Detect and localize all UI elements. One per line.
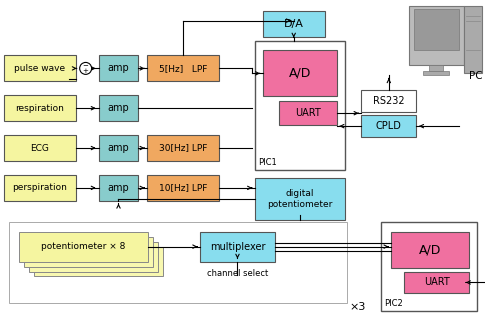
Text: amp: amp <box>107 143 129 153</box>
Circle shape <box>80 63 92 74</box>
Bar <box>99 135 139 161</box>
Bar <box>147 135 219 161</box>
Bar <box>362 90 416 112</box>
Bar <box>263 50 336 96</box>
Bar <box>147 56 219 81</box>
Text: respiration: respiration <box>16 104 64 113</box>
Bar <box>391 232 469 268</box>
Bar <box>464 6 482 73</box>
Bar <box>409 6 464 65</box>
Bar <box>147 175 219 201</box>
Bar <box>4 135 76 161</box>
Text: PC: PC <box>469 71 483 81</box>
Bar <box>14 227 343 303</box>
Text: amp: amp <box>107 63 129 73</box>
Text: pulse wave: pulse wave <box>14 64 66 73</box>
Bar <box>200 232 275 262</box>
Text: perspiration: perspiration <box>13 183 67 192</box>
Text: ECG: ECG <box>31 144 49 152</box>
Bar <box>404 271 469 293</box>
Text: 30[Hz] LPF: 30[Hz] LPF <box>159 144 208 152</box>
Bar <box>414 9 459 50</box>
Text: D/A: D/A <box>284 19 304 29</box>
Text: UART: UART <box>424 278 450 287</box>
Text: ×3: ×3 <box>349 302 366 312</box>
Bar <box>29 241 158 271</box>
Bar <box>34 247 163 277</box>
Text: multiplexer: multiplexer <box>210 241 265 252</box>
Text: amp: amp <box>107 183 129 193</box>
Bar <box>99 56 139 81</box>
Text: PIC1: PIC1 <box>258 158 277 167</box>
Text: +: + <box>83 68 88 74</box>
Bar <box>362 115 416 137</box>
Bar <box>19 232 148 262</box>
Text: 5[Hz]   LPF: 5[Hz] LPF <box>159 64 208 73</box>
Text: UART: UART <box>295 108 321 118</box>
Bar <box>263 11 325 37</box>
Bar <box>4 95 76 121</box>
Bar <box>382 222 477 311</box>
Bar <box>99 175 139 201</box>
Text: RS232: RS232 <box>373 96 405 106</box>
Text: PIC2: PIC2 <box>384 299 403 308</box>
Text: 10[Hz] LPF: 10[Hz] LPF <box>159 183 208 192</box>
Text: A/D: A/D <box>419 243 441 256</box>
Text: −: − <box>83 63 88 69</box>
Bar <box>24 237 332 303</box>
Bar <box>4 175 76 201</box>
Text: channel select: channel select <box>207 269 268 278</box>
Bar <box>24 237 154 267</box>
Bar <box>429 65 443 71</box>
Bar <box>279 101 336 125</box>
Bar <box>423 71 449 75</box>
Bar <box>255 41 345 170</box>
Text: CPLD: CPLD <box>376 121 402 131</box>
Text: A/D: A/D <box>289 67 311 80</box>
Text: amp: amp <box>107 103 129 113</box>
Bar <box>99 95 139 121</box>
Bar <box>255 178 345 220</box>
Bar <box>9 222 347 303</box>
Bar <box>19 232 338 303</box>
Bar <box>4 56 76 81</box>
Text: digital
potentiometer: digital potentiometer <box>267 189 332 209</box>
Text: potentiometer × 8: potentiometer × 8 <box>41 242 126 251</box>
